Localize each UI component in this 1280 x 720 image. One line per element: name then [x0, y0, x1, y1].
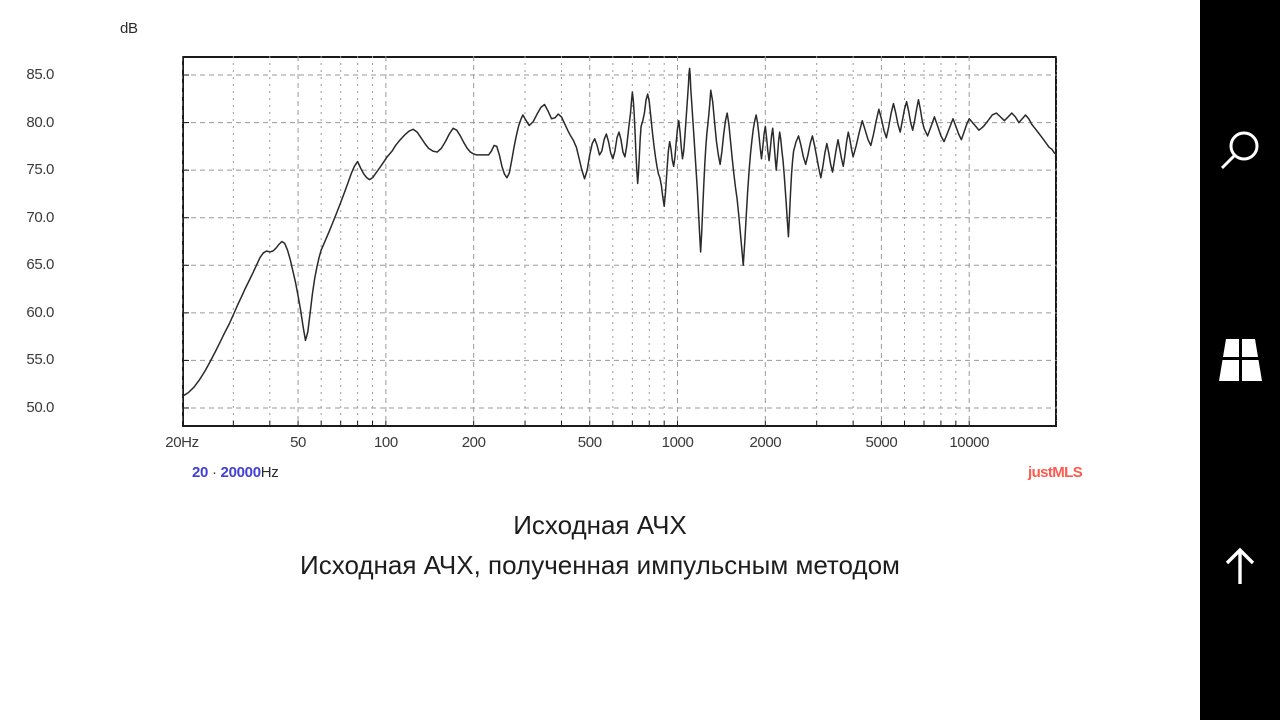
x-tick-label: 100 [373, 434, 398, 451]
y-tick-label: 75.0 [26, 161, 54, 179]
x-tick-label: 20Hz [165, 434, 199, 451]
justmls-watermark: justMLS [1028, 464, 1083, 481]
range-from-value: 20 [192, 464, 209, 481]
plot-area [182, 56, 1057, 427]
y-tick-label: 80.0 [26, 113, 54, 131]
y-axis-tick-labels: 85.0 80.0 75.0 70.0 65.0 60.0 55.0 50.0 [0, 0, 182, 480]
back-arrow-icon [1225, 547, 1255, 584]
y-tick-label: 70.0 [26, 208, 54, 226]
y-tick-label: 50.0 [26, 398, 54, 416]
range-separator: · [211, 464, 217, 481]
x-tick-label: 50 [290, 434, 307, 451]
y-axis-unit-label: dB [120, 20, 138, 37]
caption-line-2: Исходная АЧХ, полученная импульсным мето… [300, 550, 900, 580]
y-tick-label: 65.0 [26, 256, 54, 274]
caption-line-1: Исходная АЧХ [513, 510, 687, 540]
y-tick-label: 60.0 [26, 303, 54, 321]
x-tick-label: 200 [461, 434, 486, 451]
range-to-value: 20000 [220, 464, 262, 481]
x-axis-tick-labels: 20Hz 50 100 200 500 1000 2000 5000 10000 [0, 0, 1200, 451]
plot-canvas [182, 56, 1057, 427]
web-page-content: dB 85.0 80.0 75.0 70.0 65.0 60.0 55.0 50.0 20Hz… [0, 0, 1200, 585]
range-unit-label: Hz [260, 464, 279, 481]
y-tick-label: 85.0 [26, 66, 54, 84]
system-navigation-bar [1200, 0, 1280, 720]
x-tick-label: 1000 [661, 434, 694, 451]
windows-icon [1219, 339, 1262, 381]
frequency-response-chart: dB 85.0 80.0 75.0 70.0 65.0 60.0 55.0 50.0 20Hz… [0, 0, 1200, 481]
x-tick-label: 2000 [749, 434, 782, 451]
frequency-range-readout: 20 · 20000Hz [192, 464, 279, 481]
nav-back-button[interactable] [1200, 527, 1280, 607]
x-tick-label: 10000 [949, 434, 990, 451]
x-tick-label: 500 [577, 434, 602, 451]
nav-start-button[interactable] [1200, 320, 1280, 400]
y-tick-label: 55.0 [26, 351, 54, 369]
search-icon [1220, 131, 1259, 170]
nav-search-button[interactable] [1200, 110, 1280, 190]
figure-caption: Исходная АЧХ Исходная АЧХ, полученная им… [0, 505, 1200, 585]
x-tick-label: 5000 [865, 434, 898, 451]
plot-frame [182, 56, 1057, 427]
